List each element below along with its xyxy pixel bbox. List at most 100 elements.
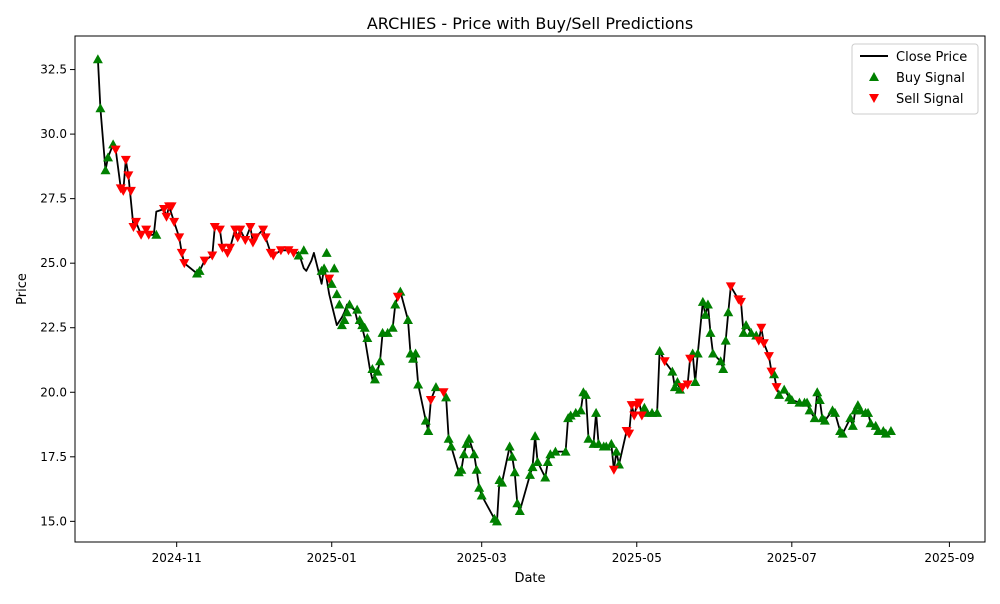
buy-signal-marker xyxy=(690,376,701,386)
sell-signal-marker xyxy=(110,145,121,155)
buy-signal-marker xyxy=(865,418,876,428)
buy-signal-marker xyxy=(601,441,612,451)
buy-signal-marker xyxy=(194,265,205,275)
buy-signal-marker xyxy=(708,348,719,358)
buy-signal-marker xyxy=(565,410,576,420)
buy-signal-marker xyxy=(550,446,561,456)
x-axis: 2024-11 2025-01 2025-03 2025-05 2025-07 2025-… xyxy=(152,542,974,565)
sell-signal-marker xyxy=(240,235,251,245)
sell-signal-marker xyxy=(199,256,210,266)
x-tick-label: 2025-05 xyxy=(612,551,662,565)
sell-signal-marker xyxy=(682,380,693,390)
buy-signal-marker xyxy=(326,278,337,288)
sell-signal-marker xyxy=(608,465,619,475)
buy-signal-marker xyxy=(509,467,520,477)
buy-signal-marker xyxy=(779,384,790,394)
sell-signal-marker xyxy=(123,171,134,181)
y-tick-label: 17.5 xyxy=(40,450,67,464)
buy-signal-marker xyxy=(367,364,378,374)
buy-signal-marker xyxy=(809,413,820,423)
y-tick-label: 25.0 xyxy=(40,256,67,270)
buy-signal-marker xyxy=(390,299,401,309)
chart-title: ARCHIES - Price with Buy/Sell Prediction… xyxy=(367,14,693,33)
buy-signal-marker xyxy=(461,438,472,448)
buy-signal-marker xyxy=(611,446,622,456)
sell-signal-marker xyxy=(250,233,261,243)
buy-signal-marker xyxy=(413,379,424,389)
sell-signal-marker xyxy=(207,251,218,261)
buy-signal-marker xyxy=(352,304,363,314)
sell-signal-marker xyxy=(766,367,777,377)
x-tick-label: 2025-07 xyxy=(767,551,817,565)
buy-signal-marker xyxy=(408,353,419,363)
buy-signal-marker xyxy=(441,392,452,402)
buy-signal-marker xyxy=(667,366,678,376)
sell-signal-marker xyxy=(161,212,172,222)
sell-signal-marker xyxy=(141,225,152,235)
buy-signal-marker xyxy=(715,356,726,366)
buy-signal-marker xyxy=(95,103,106,113)
buy-signal-marker xyxy=(885,425,896,435)
sell-signal-marker xyxy=(125,186,136,196)
buy-signal-marker xyxy=(530,431,541,441)
buy-signal-marker xyxy=(845,413,856,423)
legend-box xyxy=(851,43,979,115)
buy-signal-marker xyxy=(321,247,332,257)
buy-signal-marker xyxy=(410,348,421,358)
buy-signal-marker xyxy=(786,395,797,405)
sell-signal-marker xyxy=(174,233,185,243)
y-tick-label: 22.5 xyxy=(40,321,67,335)
buy-signal-marker xyxy=(298,245,309,255)
buy-signal-marker xyxy=(697,296,708,306)
buy-signal-marker xyxy=(474,482,485,492)
x-tick-label: 2025-09 xyxy=(924,551,974,565)
buy-signal-marker xyxy=(669,382,680,392)
buy-signal-marker xyxy=(700,309,711,319)
sell-signal-marker xyxy=(771,383,782,393)
sell-signal-marker xyxy=(176,248,187,258)
buy-signal-marker xyxy=(837,428,848,438)
buy-signal-marker xyxy=(507,451,518,461)
buy-signal-marker xyxy=(812,387,823,397)
sell-signal-marker xyxy=(756,323,767,333)
buy-signal-marker xyxy=(525,469,535,479)
y-tick-label: 32.5 xyxy=(40,63,67,77)
sell-signal-marker xyxy=(217,243,228,253)
x-axis-label: Date xyxy=(514,571,545,586)
buy-signal-marker xyxy=(718,364,729,374)
buy-signal-marker xyxy=(855,405,866,415)
buy-signal-marker xyxy=(372,366,383,376)
buy-signal-marker xyxy=(570,407,581,417)
buy-signal-marker xyxy=(92,54,103,64)
sell-signal-marker xyxy=(235,225,246,235)
buy-signal-marker xyxy=(863,407,874,417)
buy-signal-marker xyxy=(847,420,858,430)
sell-signal-marker xyxy=(245,223,256,233)
buy-signal-marker xyxy=(880,428,891,438)
sell-signal-marker xyxy=(275,246,286,256)
sell-signal-marker xyxy=(659,357,670,367)
buy-signal-marker xyxy=(606,438,617,448)
buy-signal-marker xyxy=(702,299,713,309)
sell-signal-marker xyxy=(425,396,436,406)
buy-signal-marker xyxy=(362,333,373,343)
sell-signal-marker xyxy=(118,186,129,196)
y-tick-label: 27.5 xyxy=(40,192,67,206)
sell-signal-marker xyxy=(725,282,736,292)
sell-signal-marker xyxy=(753,336,764,346)
sell-signal-marker xyxy=(179,259,190,269)
buy-signal-marker xyxy=(652,407,663,417)
sell-signal-marker xyxy=(324,274,335,284)
buy-signal-marker xyxy=(471,464,482,474)
buy-signal-marker xyxy=(512,498,523,508)
sell-signal-marker xyxy=(209,223,220,233)
buy-signal-marker xyxy=(423,425,434,435)
buy-signal-marker xyxy=(532,456,543,466)
buy-signal-marker xyxy=(151,229,162,239)
legend: Close Price Buy Signal Sell Signal xyxy=(851,43,979,115)
sell-signal-marker xyxy=(758,339,769,349)
y-axis-label: Price xyxy=(15,273,30,305)
buy-signal-marker xyxy=(741,320,752,330)
